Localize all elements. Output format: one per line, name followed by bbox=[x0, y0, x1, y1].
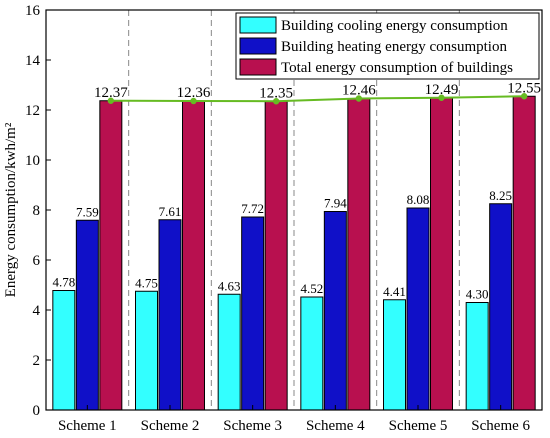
data-label-series-2-2: 7.61 bbox=[159, 204, 182, 219]
bar-series-3-1 bbox=[99, 100, 123, 411]
trend-point-2 bbox=[190, 97, 197, 105]
y-tick-label: 4 bbox=[33, 303, 41, 319]
trend-point-3 bbox=[272, 98, 280, 105]
bar-series-1-4 bbox=[300, 296, 324, 411]
bar-series-3-3 bbox=[264, 100, 288, 411]
legend-swatch-3 bbox=[239, 58, 277, 76]
grid-layer bbox=[128, 10, 460, 410]
y-tick-label: 8 bbox=[33, 203, 41, 219]
data-label-series-2-1: 7.59 bbox=[76, 204, 99, 219]
data-label-series-3-3: 12.35 bbox=[259, 85, 293, 101]
bar-series-1-3 bbox=[217, 293, 241, 411]
legend-box bbox=[235, 12, 540, 80]
y-tick-label: 12 bbox=[25, 103, 40, 119]
y-tick-label: 14 bbox=[25, 53, 41, 69]
data-label-series-1-5: 4.41 bbox=[383, 284, 406, 299]
x-tick-label: Scheme 4 bbox=[306, 418, 365, 434]
data-label-layer: 4.78 7.59 12.37 4.75 7.61 12.36 4.63 7.72 12.35 4… bbox=[52, 80, 541, 301]
x-tick-label: Scheme 3 bbox=[223, 418, 282, 434]
data-label-series-3-4: 12.46 bbox=[342, 83, 376, 99]
data-label-series-3-5: 12.49 bbox=[425, 82, 459, 98]
data-label-series-2-6: 8.25 bbox=[489, 188, 512, 203]
legend-swatch-2 bbox=[239, 37, 277, 55]
legend: Building cooling energy consumption Build… bbox=[235, 12, 540, 80]
bar-series-2-6 bbox=[489, 203, 513, 411]
bar-series-3-6 bbox=[512, 95, 536, 411]
bar-series-2-3 bbox=[241, 216, 265, 411]
y-tick-label: 16 bbox=[25, 3, 41, 19]
bar-series-3-5 bbox=[430, 97, 453, 411]
trend-point-6 bbox=[520, 93, 528, 100]
bar-series-3-4 bbox=[347, 98, 371, 411]
x-tick-label: Scheme 2 bbox=[141, 418, 200, 434]
axis-layer: 0 2 4 6 8 10 12 14 16 Scheme 1 Scheme 2 Scheme 3 Sch… bbox=[25, 3, 543, 434]
bar-series-2-1 bbox=[75, 219, 99, 411]
legend-label-3: Total energy consumption of buildings bbox=[281, 60, 513, 76]
data-label-series-3-2: 12.36 bbox=[177, 85, 211, 101]
y-axis-title: Energy consumption/kwh/m² bbox=[3, 122, 19, 297]
bar-series-1-5 bbox=[383, 299, 406, 411]
data-label-series-1-1: 4.78 bbox=[52, 275, 75, 290]
bar-series-1-6 bbox=[465, 302, 489, 411]
data-label-series-1-3: 4.63 bbox=[218, 278, 241, 293]
data-label-series-2-3: 7.72 bbox=[241, 201, 264, 216]
trend-line-layer bbox=[107, 93, 528, 105]
bar-series-3-2 bbox=[182, 100, 205, 411]
trend-point-4 bbox=[355, 95, 363, 102]
bar-layer bbox=[52, 95, 536, 411]
data-label-series-1-2: 4.75 bbox=[135, 275, 158, 290]
legend-label-2: Building heating energy consumption bbox=[281, 39, 507, 55]
data-label-series-1-6: 4.30 bbox=[466, 287, 489, 302]
trend-point-5 bbox=[438, 94, 445, 101]
y-tick-label: 6 bbox=[33, 253, 41, 269]
trend-line bbox=[110, 95, 525, 103]
legend-swatch-1 bbox=[239, 16, 277, 34]
data-label-series-3-6: 12.55 bbox=[507, 80, 541, 96]
data-label-series-1-4: 4.52 bbox=[300, 281, 323, 296]
data-label-series-2-5: 8.08 bbox=[407, 192, 430, 207]
bar-series-1-1 bbox=[52, 290, 76, 411]
data-label-series-3-1: 12.37 bbox=[94, 85, 128, 101]
x-tick-label: Scheme 1 bbox=[58, 418, 117, 434]
y-tick-label: 10 bbox=[25, 153, 40, 169]
y-tick-label: 0 bbox=[33, 403, 41, 419]
x-tick-label: Scheme 5 bbox=[389, 418, 448, 434]
bar-series-1-2 bbox=[135, 290, 158, 411]
bar-series-2-5 bbox=[406, 207, 430, 411]
bar-series-2-2 bbox=[158, 219, 182, 411]
trend-point-1 bbox=[107, 97, 115, 104]
data-label-series-2-4: 7.94 bbox=[324, 196, 347, 211]
x-tick-label: Scheme 6 bbox=[471, 418, 530, 434]
bar-series-2-4 bbox=[323, 211, 347, 411]
legend-label-1: Building cooling energy consumption bbox=[281, 18, 508, 34]
y-tick-label: 2 bbox=[33, 353, 41, 369]
